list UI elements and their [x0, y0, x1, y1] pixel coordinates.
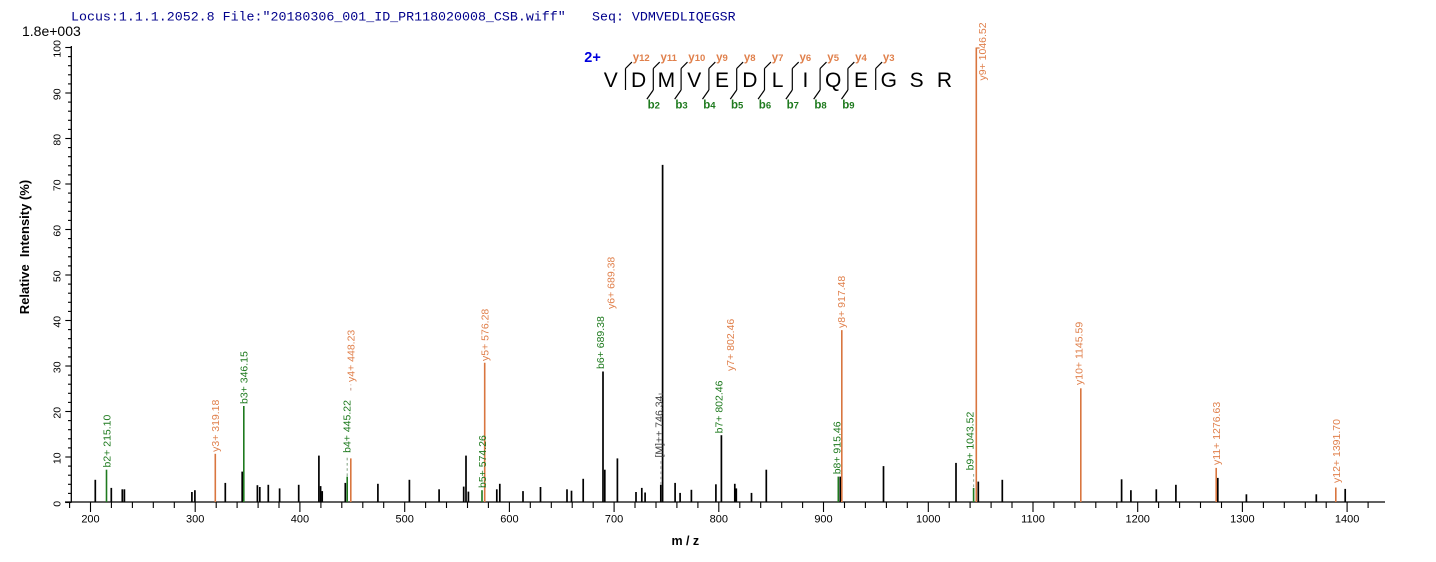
svg-text:Seq: VDMVEDLIQEGSR: Seq: VDMVEDLIQEGSR [592, 10, 736, 25]
svg-text:300: 300 [186, 514, 204, 526]
svg-text:b6: b6 [759, 100, 771, 112]
svg-text:Locus:1.1.1.2052.8 File:"20180: Locus:1.1.1.2052.8 File:"20180306_001_ID… [71, 10, 566, 25]
svg-text:y3+ 319.18: y3+ 319.18 [210, 399, 222, 451]
svg-text:y4: y4 [855, 52, 867, 64]
svg-text:b4: b4 [703, 100, 716, 112]
svg-text:y5+ 576.28: y5+ 576.28 [480, 309, 492, 361]
svg-text:1400: 1400 [1335, 514, 1359, 526]
svg-text:b5+ 574.26: b5+ 574.26 [477, 435, 489, 488]
svg-text:2+: 2+ [584, 50, 601, 66]
svg-text:80: 80 [52, 134, 64, 146]
svg-text:20: 20 [52, 407, 64, 419]
svg-text:400: 400 [291, 514, 309, 526]
svg-text:y10+ 1145.59: y10+ 1145.59 [1074, 322, 1086, 385]
svg-text:b7: b7 [787, 100, 799, 112]
svg-text:b8: b8 [814, 100, 826, 112]
svg-text:y12+ 1391.70: y12+ 1391.70 [1331, 419, 1343, 483]
svg-text:m/z: m/z [672, 534, 703, 548]
svg-text:b3: b3 [675, 100, 687, 112]
svg-text:V: V [687, 69, 701, 92]
svg-text:1200: 1200 [1125, 514, 1149, 526]
svg-text:y6: y6 [800, 52, 812, 64]
svg-text:D: D [742, 69, 757, 92]
svg-text:b2+ 215.10: b2+ 215.10 [101, 414, 113, 467]
svg-text:I: I [802, 69, 808, 92]
svg-text:Relative Intensity (%): Relative Intensity (%) [17, 180, 32, 314]
svg-text:y4+ 448.23: y4+ 448.23 [345, 330, 357, 382]
svg-text:y10: y10 [688, 52, 705, 64]
svg-text:50: 50 [52, 270, 64, 282]
svg-text:E: E [854, 69, 868, 92]
svg-text:1.8e+003: 1.8e+003 [22, 23, 81, 39]
svg-text:b5: b5 [731, 100, 744, 112]
svg-text:1300: 1300 [1230, 514, 1254, 526]
svg-text:R: R [937, 69, 952, 92]
svg-text:y11+ 1276.63: y11+ 1276.63 [1211, 402, 1223, 465]
svg-text:M: M [658, 69, 676, 92]
svg-text:b6+ 689.38: b6+ 689.38 [595, 316, 607, 369]
svg-text:b9: b9 [842, 100, 854, 112]
svg-text:500: 500 [396, 514, 414, 526]
svg-text:70: 70 [52, 179, 64, 191]
svg-text:b3+ 346.15: b3+ 346.15 [239, 351, 251, 404]
svg-text:30: 30 [52, 361, 64, 373]
svg-text:y6+ 689.38: y6+ 689.38 [605, 257, 617, 309]
svg-text:[M]++ 746.34: [M]++ 746.34 [653, 395, 665, 457]
svg-text:S: S [910, 69, 924, 92]
svg-text:10: 10 [52, 452, 64, 464]
svg-text:b8+ 915.46: b8+ 915.46 [832, 421, 844, 474]
svg-text:90: 90 [52, 88, 64, 100]
svg-text:1100: 1100 [1021, 514, 1045, 526]
svg-text:40: 40 [52, 316, 64, 328]
svg-text:y5: y5 [827, 52, 839, 64]
svg-text:60: 60 [52, 225, 64, 237]
svg-text:y7: y7 [772, 52, 784, 64]
svg-text:600: 600 [500, 514, 518, 526]
svg-text:D: D [631, 69, 646, 92]
svg-text:y9+ 1046.52: y9+ 1046.52 [977, 22, 989, 80]
svg-text:b2: b2 [648, 100, 660, 112]
svg-text:y12: y12 [633, 52, 650, 64]
svg-text:y3: y3 [883, 52, 895, 64]
svg-text:100: 100 [52, 40, 64, 58]
svg-text:G: G [881, 69, 897, 92]
svg-text:b9+ 1043.52: b9+ 1043.52 [965, 412, 977, 471]
svg-text:800: 800 [710, 514, 728, 526]
svg-text:V: V [604, 69, 618, 92]
svg-text:y8+ 917.48: y8+ 917.48 [836, 276, 848, 328]
svg-text:y7+ 802.46: y7+ 802.46 [725, 319, 737, 371]
svg-text:E: E [715, 69, 729, 92]
svg-text:L: L [772, 69, 784, 92]
svg-text:y11: y11 [661, 52, 678, 64]
svg-text:200: 200 [81, 514, 99, 526]
svg-text:1000: 1000 [916, 514, 940, 526]
svg-text:y9: y9 [716, 52, 728, 64]
svg-text:y8: y8 [744, 52, 756, 64]
svg-text:0: 0 [52, 501, 64, 507]
svg-text:b4+ 445.22: b4+ 445.22 [342, 400, 354, 453]
svg-text:Q: Q [825, 69, 841, 92]
svg-text:b7+ 802.46: b7+ 802.46 [714, 380, 726, 433]
svg-text:900: 900 [814, 514, 832, 526]
svg-text:700: 700 [605, 514, 623, 526]
